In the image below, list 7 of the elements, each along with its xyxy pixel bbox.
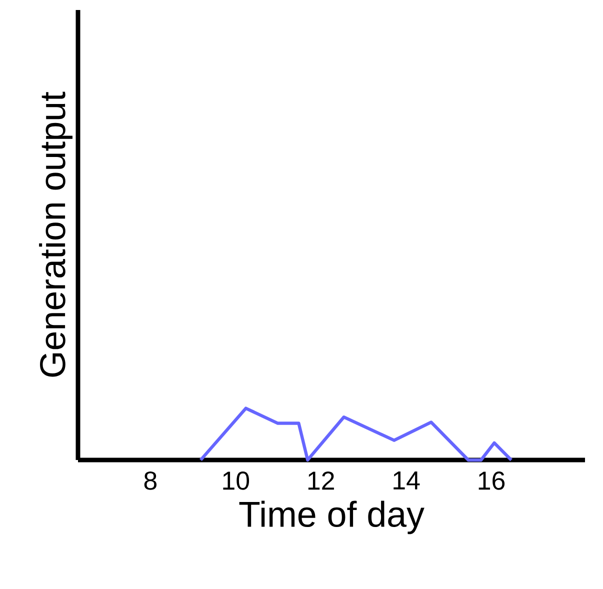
x-tick-label: 10 xyxy=(223,472,250,490)
x-tick-label: 12 xyxy=(308,472,334,490)
x-tick-label: 16 xyxy=(478,472,505,490)
y-axis-title: Generation output xyxy=(39,92,72,377)
x-axis-title: Time of day xyxy=(239,500,424,534)
x-tick-label: 14 xyxy=(394,472,420,490)
x-tick-label: 8 xyxy=(144,472,157,490)
